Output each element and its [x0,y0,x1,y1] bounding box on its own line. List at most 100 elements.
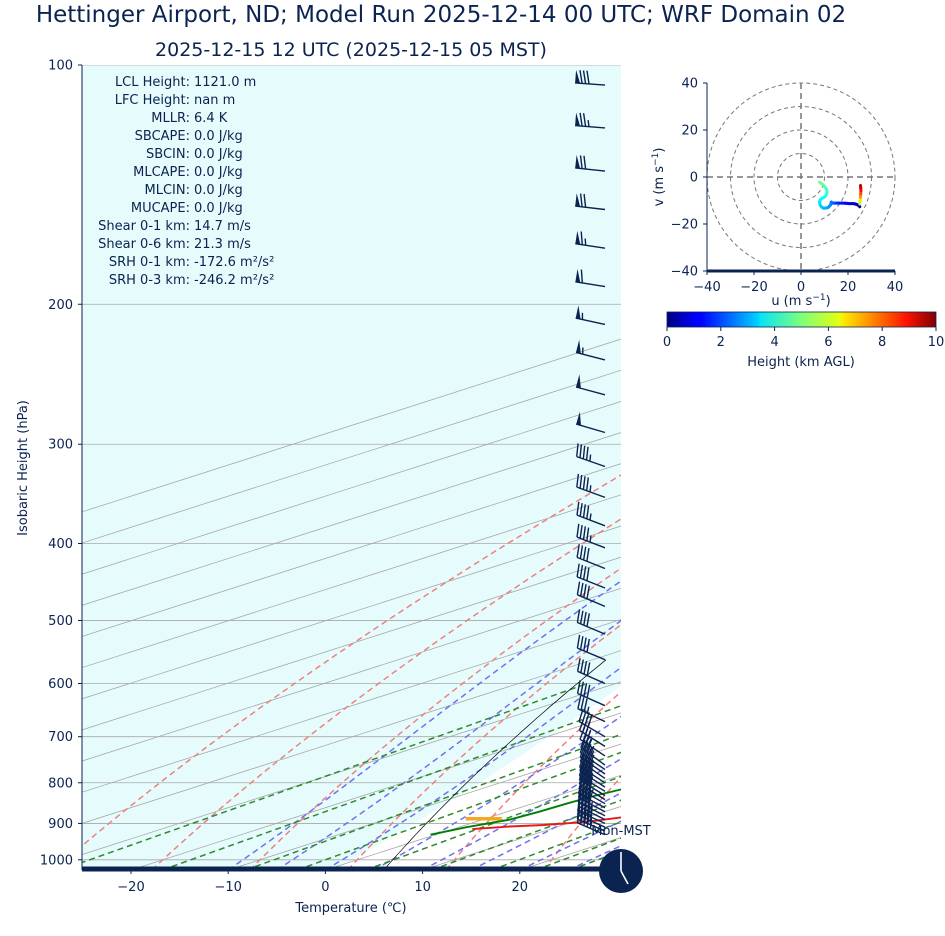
mixing-ratio-line [535,837,621,870]
wind-barb [575,374,606,396]
param-label: MUCAPE: [131,201,190,216]
isotherm-line [82,619,621,793]
hodograph-x-tick-label: −40 [693,280,720,295]
param-label: SBCAPE: [135,129,190,144]
param-value: 0.0 J/kg [194,201,243,216]
skewt-x-tick-label: −10 [214,880,241,895]
dry-adiabat-line [82,474,621,847]
hodograph-x-tick-label: 40 [887,280,904,295]
skewt-y-tick-label: 700 [48,730,73,745]
param-value: nan m [194,93,235,108]
wind-barb [576,411,606,434]
mixing-ratio-line [245,733,621,870]
hodograph: −40 −20 0 20 40 40 20 0 −20 −40 [671,77,904,296]
dry-adiabat-line [445,690,621,870]
param-label: MLCAPE: [133,165,190,180]
isotherm-line [82,681,621,855]
skewt-y-axis-label: Isobaric Height (hPa) [16,400,31,536]
wind-barb [575,269,606,288]
parcel-path-line [383,659,607,870]
param-value: -246.2 m²/s² [194,273,274,288]
wind-barb [576,501,606,527]
param-label: SBCIN: [146,147,190,162]
isotherm-line [82,650,621,824]
dry-adiabat-line [249,567,621,870]
param-label: MLCIN: [145,183,190,198]
skewt-x-tick-label: 20 [512,880,529,895]
mixing-ratio-line [82,682,588,864]
isotherm-line [811,65,945,870]
hodograph-x-axis-label: u (m s−1) [771,293,830,309]
wind-barb [575,112,606,129]
wind-barb [575,193,606,211]
height-colorbar: 0 2 4 6 8 10 [663,311,944,350]
wind-barb [578,762,606,792]
dry-adiabat-line [838,65,945,870]
mixing-ratio-line [570,850,621,870]
dry-adiabat-line [936,65,945,870]
colorbar-tick-label: 8 [878,335,886,350]
param-value: -172.6 m²/s² [194,255,274,270]
isotherm-line [82,338,621,513]
param-label: SRH 0-3 km: [109,273,190,288]
hodograph-x-tick-label: 0 [797,280,805,295]
param-label: SRH 0-1 km: [109,255,190,270]
param-value: 14.7 m/s [194,219,251,234]
mixing-ratio-line [162,705,621,870]
param-value: 0.0 J/kg [194,183,243,198]
hodograph-trace-segment [818,180,823,185]
colorbar-tick-label: 2 [717,335,725,350]
isotherm-line [130,712,621,870]
moist-adiabat-line [276,619,621,870]
wind-barb [576,473,606,499]
mixing-ratio-line [365,775,621,870]
wind-barb [576,443,606,468]
moist-adiabat-line [568,844,621,870]
hodograph-y-tick-label: 0 [690,171,698,186]
figure-title: Hettinger Airport, ND; Model Run 2025-12… [36,2,846,28]
mixing-ratio-line [666,684,945,871]
mixing-ratio-line [297,751,621,870]
wind-barb [575,305,606,326]
isotherm-line [82,587,621,762]
clock-label: Mon-MST [591,824,651,839]
skewt-y-tick-label: 100 [48,59,73,74]
wind-barb [575,339,606,361]
param-value: 0.0 J/kg [194,147,243,162]
moist-adiabat-line [325,666,621,870]
param-label: Shear 0-6 km: [98,237,190,252]
sounding-parameters: LCL Height: 1121.0 m LFC Height: nan m MLLR:… [98,75,274,288]
skewt-y-tick-label: 500 [48,614,73,629]
colorbar-tick-label: 0 [663,335,671,350]
param-value: 1121.0 m [194,75,256,90]
param-value: 0.0 J/kg [194,129,243,144]
param-label: LFC Height: [115,93,190,108]
hodograph-y-tick-label: 20 [681,124,698,139]
wind-barbs [575,69,606,836]
skewt-x-axis-label: Temperature (℃) [294,901,406,916]
wind-barb [576,658,606,685]
figure-subtitle: 2025-12-15 12 UTC (2025-12-15 05 MST) [155,39,547,61]
dry-adiabat-line [347,623,621,870]
isotherm-line [82,463,621,637]
wind-barb [577,784,606,813]
wind-barb [576,609,606,635]
wind-barb [576,523,606,549]
skewt-y-tick-label: 900 [48,817,73,832]
dry-adiabat-line [151,518,621,870]
mixing-ratio-line [625,684,945,871]
colorbar-tick-label: 4 [770,335,778,350]
wind-barb [575,230,606,249]
isotherm-line [82,432,621,606]
param-value: 0.0 J/kg [194,165,243,180]
wind-barb [577,695,606,723]
hodograph-y-tick-label: −40 [671,265,698,280]
skewt-y-tick-label: 200 [48,298,73,313]
param-value: 6.4 K [194,111,228,126]
colorbar-tick-label: 6 [824,335,832,350]
skewt-y-tick-label: 1000 [40,853,73,868]
param-value: 21.3 m/s [194,237,251,252]
param-label: MLLR: [151,111,190,126]
hodograph-y-tick-label: 40 [681,77,698,92]
